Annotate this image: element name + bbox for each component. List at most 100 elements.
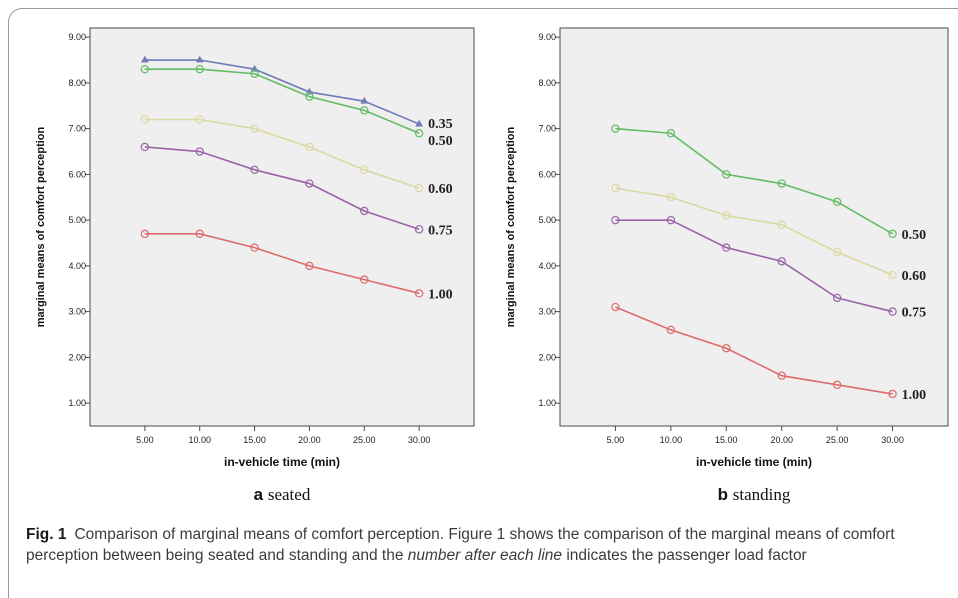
chart-a-data-point [305, 179, 314, 188]
chart-b-y-axis-label: marginal means of comfort perception [505, 126, 517, 327]
chart-a-data-point [195, 55, 204, 63]
chart-a-data-point [414, 183, 424, 193]
chart-a-data-point [250, 165, 259, 175]
chart-b-series-line-0.60 [615, 187, 893, 276]
chart-b-series-label: 0.50 [902, 228, 927, 243]
chart-b-data-point [832, 247, 842, 257]
chart-a-x-tick-label: 15.00 [243, 435, 266, 445]
chart-a-data-point [140, 64, 150, 74]
chart-a-y-tick-label: 7.00 [68, 124, 86, 134]
chart-b-data-point [832, 293, 842, 303]
chart-a-panel-name: seated [268, 485, 311, 504]
chart-a-panel-title: a seated [254, 485, 311, 504]
chart-a-x-axis-label: in-vehicle time (min) [224, 455, 340, 469]
chart-a-series-line-0.35 [144, 59, 420, 125]
chart-a-data-point [305, 142, 314, 152]
chart-b-data-point [777, 179, 786, 188]
chart-a-series-label: 0.75 [428, 223, 453, 238]
chart-b-series-line-0.75 [615, 219, 893, 313]
chart-b-y-tick-label: 1.00 [538, 398, 556, 408]
chart-a-y-tick-label: 5.00 [68, 215, 86, 225]
chart-b-data-point [777, 371, 786, 380]
chart-b-data-point [611, 183, 620, 193]
chart-a-data-point [414, 225, 424, 234]
chart-a-data-point [360, 206, 369, 216]
chart-a-x-tick-label: 20.00 [298, 435, 321, 445]
figure-canvas: 1.00 2.00 3.00 4.00 5.00 6.00 7.00 8.00 9.00 5.00… [35, 27, 949, 504]
chart-a-x-tick-label: 10.00 [188, 435, 211, 445]
chart-a-x-tick-label: 30.00 [408, 435, 431, 445]
chart-b-data-point [722, 211, 731, 220]
chart-b-y-tick-label: 9.00 [538, 32, 556, 42]
chart-b-data-point [611, 302, 620, 312]
chart-a-series-line-0.60 [144, 118, 420, 189]
chart-a-y-tick-label: 9.00 [68, 32, 86, 42]
caption-label: Fig. 1 [26, 526, 67, 543]
chart-b-x-tick-label: 25.00 [826, 435, 849, 445]
chart-a-x-tick-label: 5.00 [136, 435, 154, 445]
chart-b-panel-letter: b [718, 485, 733, 504]
chart-b-y-tick-label: 7.00 [538, 124, 556, 134]
chart-b-data-point [888, 229, 897, 239]
chart-b-x-tick-label: 30.00 [881, 435, 904, 445]
chart-b-y-tick-label: 6.00 [538, 169, 556, 179]
chart-a-data-point [250, 243, 259, 252]
chart-a-data-point [360, 165, 369, 175]
chart-b-data-point [666, 193, 676, 202]
chart-a-data-point [360, 275, 369, 284]
chart-a-data-point [250, 64, 259, 72]
chart-a-data-point [195, 64, 204, 74]
chart-a-data-point [305, 261, 314, 271]
chart-b-data-point [666, 325, 676, 335]
chart-a-data-point [250, 124, 259, 133]
chart-a-data-point [140, 55, 149, 63]
chart-b-data-point [832, 380, 842, 390]
chart-a-data-point [140, 142, 150, 152]
chart-b-series-label: 1.00 [902, 388, 927, 403]
chart-a-series-label: 0.35 [428, 117, 453, 132]
chart-a-x-tick-label: 25.00 [353, 435, 376, 445]
chart-b-y-tick-label: 4.00 [538, 261, 556, 271]
chart-a-data-point [195, 147, 204, 156]
chart-b-data-point [888, 270, 897, 280]
chart-a-data-point [195, 115, 204, 124]
chart-b-x-tick-label: 15.00 [715, 435, 738, 445]
chart-a-y-tick-label: 3.00 [68, 307, 86, 317]
chart-b-data-point [722, 170, 731, 179]
chart-b-series-line-1.00 [615, 306, 893, 395]
chart-b-data-point [611, 215, 620, 225]
chart-b-series-line-0.50 [615, 127, 893, 235]
chart-b-y-tick-label: 5.00 [538, 215, 556, 225]
chart-a-data-point [140, 115, 150, 124]
caption-emphasis: number after each line [407, 547, 563, 564]
chart-b-panel-title: b standing [718, 485, 791, 504]
chart-a-y-axis-label: marginal means of comfort perception [35, 126, 47, 327]
chart-a-panel-letter: a [254, 485, 268, 504]
chart-b-y-tick-label: 3.00 [538, 307, 556, 317]
chart-a-y-tick-label: 4.00 [68, 261, 86, 271]
chart-b-data-point [888, 307, 897, 316]
chart-b-x-tick-label: 10.00 [660, 435, 683, 445]
chart-a-data-point [360, 106, 369, 115]
chart-b-x-tick-label: 5.00 [607, 435, 625, 445]
chart-b-data-point [888, 389, 897, 399]
chart-a-data-point [414, 289, 424, 298]
chart-b-data-point [722, 344, 731, 353]
chart-a-data-point [250, 69, 259, 78]
chart-b-panel-name: standing [733, 485, 791, 504]
chart-a-series-line-0.50 [144, 68, 420, 134]
chart-b-plot-area [559, 27, 949, 427]
chart-a-y-tick-label: 1.00 [68, 398, 86, 408]
chart-a-data-point [360, 96, 369, 104]
chart-a-data-point [140, 229, 150, 239]
chart-a-data-point [305, 92, 314, 101]
chart-a-series-line-1.00 [144, 233, 420, 295]
figure-caption: Fig. 1 Comparison of marginal means of co… [26, 524, 946, 566]
chart-a-data-point [414, 129, 424, 138]
chart-b-series-label: 0.75 [902, 306, 927, 321]
chart-a-data-point [415, 119, 424, 127]
chart-b-data-point [777, 220, 786, 229]
caption-text-2: indicates the passenger load factor [562, 547, 807, 564]
caption-text-1: Comparison of marginal means of comfort … [26, 526, 895, 564]
chart-b-x-tick-label: 20.00 [770, 435, 793, 445]
